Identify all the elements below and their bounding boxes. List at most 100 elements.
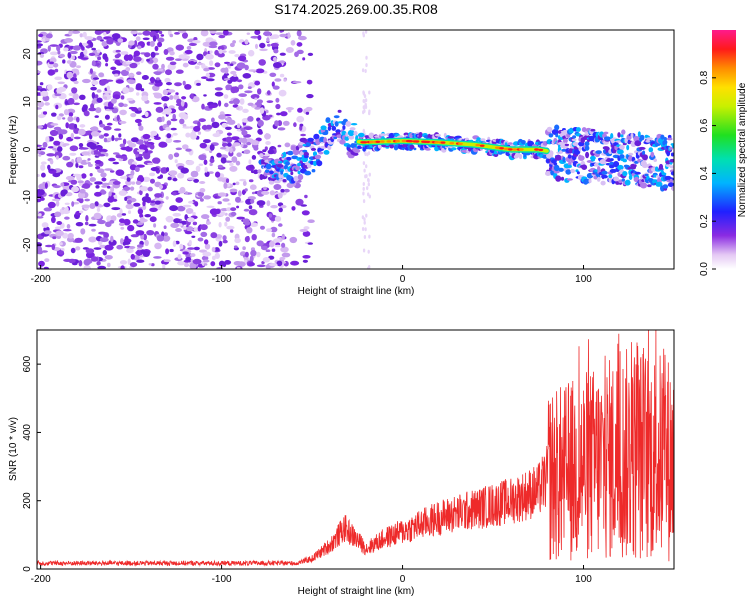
spectrogram-noise-dot xyxy=(184,49,193,55)
spectrogram-noise-dot xyxy=(240,143,244,148)
spectrogram-noise-dot xyxy=(198,163,204,167)
ridge-scatter xyxy=(521,140,526,145)
spectrogram-noise-dot xyxy=(75,222,84,227)
ridge-scatter xyxy=(325,117,331,123)
spectrogram-noise-dot xyxy=(285,47,294,53)
spectrogram-noise-dot xyxy=(71,55,75,60)
ridge-scatter xyxy=(663,137,667,141)
spectrogram-noise-dot xyxy=(163,259,171,263)
spectrogram-noise-dot xyxy=(127,224,135,232)
spectrogram-noise-dot xyxy=(172,240,177,247)
spectrogram-noise-dot xyxy=(254,97,258,100)
spectrogram-noise-dot xyxy=(260,225,265,230)
y-tick-label: 20 xyxy=(22,48,33,60)
spectrogram-noise-dot xyxy=(135,83,143,90)
spectrogram-noise-dot xyxy=(179,243,184,250)
spectrogram-noise-dot xyxy=(362,90,365,95)
spectrogram-noise-dot xyxy=(262,257,271,263)
spectrogram-noise-dot xyxy=(42,95,50,102)
y-tick-label: 0 xyxy=(22,146,33,152)
spectrogram-noise-dot xyxy=(202,251,212,257)
spectrogram-noise-dot xyxy=(144,239,149,247)
spectrogram-noise-dot xyxy=(233,245,238,249)
ridge-scatter xyxy=(553,170,560,174)
spectrogram-noise-dot xyxy=(168,153,174,160)
spectrogram-noise-dot xyxy=(38,154,42,157)
ridge-scatter xyxy=(262,156,269,161)
spectrogram-noise-dot xyxy=(146,143,152,148)
x-tick-label: -100 xyxy=(212,574,232,585)
spectrogram-noise-dot xyxy=(226,132,232,136)
ridge-scatter xyxy=(297,162,301,167)
ridge-scatter xyxy=(619,144,625,150)
spectrogram-noise-dot xyxy=(239,178,247,182)
ridge-scatter xyxy=(299,151,304,157)
ridge-scatter xyxy=(264,169,270,174)
spectrogram-noise-dot xyxy=(149,207,158,212)
spectrogram-noise-dot xyxy=(266,228,272,233)
spectrogram-noise-dot xyxy=(126,199,132,205)
ridge-scatter xyxy=(626,144,630,151)
ridge-scatter xyxy=(269,178,277,181)
spectrogram-noise-dot xyxy=(182,62,189,68)
spectrogram-noise-dot xyxy=(116,213,123,218)
spectrogram-noise-dot xyxy=(187,177,195,181)
ridge-scatter xyxy=(621,178,625,182)
spectrogram-noise-dot xyxy=(157,37,165,43)
spectrogram-noise-dot xyxy=(68,112,74,117)
spectrogram-noise-dot xyxy=(41,250,48,253)
spectrogram-noise-dot xyxy=(362,199,366,204)
spectrogram-noise-dot xyxy=(270,205,278,209)
ridge-scatter xyxy=(622,158,627,163)
spectrogram-noise-dot xyxy=(112,161,120,165)
spectrogram-noise-dot xyxy=(38,213,42,217)
spectrogram-noise-dot xyxy=(200,224,208,231)
spectrogram-noise-dot xyxy=(38,189,45,196)
colorbar-tick-label: 0.0 xyxy=(699,262,710,276)
spectrogram-noise-dot xyxy=(134,40,138,47)
spectrogram-noise-dot xyxy=(108,106,114,110)
spectrogram-noise-dot xyxy=(73,93,79,100)
spectrogram-noise-dot xyxy=(135,230,145,236)
spectrogram-noise-dot xyxy=(52,236,57,240)
spectrogram-noise-dot xyxy=(125,203,134,210)
ridge-scatter xyxy=(667,182,674,187)
spectrogram-noise-dot xyxy=(303,226,310,230)
spectrogram-noise-dot xyxy=(93,77,99,80)
spectrogram-noise-dot xyxy=(203,139,211,144)
spectrogram-noise-dot xyxy=(202,41,212,47)
spectrogram-noise-dot xyxy=(365,213,368,218)
spectrogram-noise-dot xyxy=(111,33,121,40)
spectrogram-noise-dot xyxy=(51,198,61,202)
ridge-scatter xyxy=(280,170,284,175)
spectrogram-noise-dot xyxy=(173,140,182,143)
spectrogram-noise-dot xyxy=(37,125,44,129)
spectrogram-noise-dot xyxy=(99,123,106,128)
spectrogram-noise-dot xyxy=(302,254,311,259)
spectrogram-noise-dot xyxy=(218,114,226,120)
spectrogram-noise-dot xyxy=(363,94,367,99)
x-tick-label: -200 xyxy=(31,574,51,585)
ridge-scatter xyxy=(663,140,668,145)
spectrogram-noise-dot xyxy=(236,152,242,157)
spectrogram-noise-dot xyxy=(209,158,215,164)
spectrogram-noise-dot xyxy=(367,178,370,183)
spectrogram-noise-dot xyxy=(368,172,371,177)
spectrogram-noise-dot xyxy=(210,232,218,239)
spectrogram-noise-dot xyxy=(78,128,86,136)
ridge-scatter xyxy=(578,145,582,152)
ridge-scatter xyxy=(578,155,585,161)
x-tick-label: 100 xyxy=(575,274,592,285)
spectrogram-noise-dot xyxy=(261,190,270,195)
spectrogram-noise-dot xyxy=(194,201,199,207)
spectrogram-noise-dot xyxy=(266,100,274,103)
ridge-scatter xyxy=(567,164,572,168)
spectrogram-noise-dot xyxy=(60,182,65,187)
spectrogram-noise-dot xyxy=(70,179,78,185)
ridge-scatter xyxy=(331,125,337,131)
spectrogram-noise-dot xyxy=(67,51,72,59)
spectrogram-noise-dot xyxy=(97,168,105,174)
spectrogram-noise-dot xyxy=(47,146,55,149)
spectrogram-noise-dot xyxy=(193,125,201,132)
spectrogram-noise-dot xyxy=(238,84,244,90)
